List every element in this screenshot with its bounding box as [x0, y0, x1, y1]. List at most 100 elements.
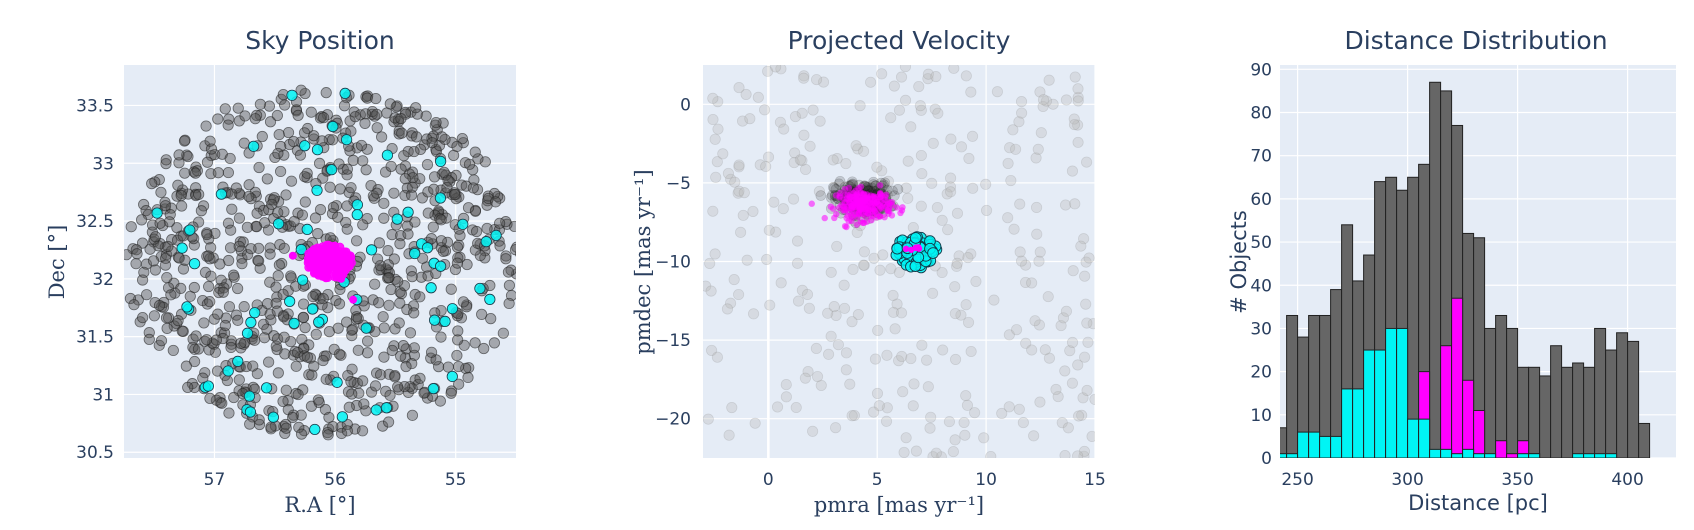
sky-field-point	[373, 237, 386, 249]
velocity-field-point	[900, 182, 912, 194]
velocity-field-point	[932, 107, 944, 119]
sky-field-point	[201, 228, 213, 241]
sky-field-point	[422, 207, 434, 219]
velocity-field-point	[825, 330, 837, 342]
sky-field-point	[270, 281, 282, 293]
sky-field-point	[179, 167, 191, 179]
velocity-field-point	[790, 401, 802, 414]
sky-field-point	[221, 374, 233, 387]
sky-magenta-point	[337, 274, 346, 283]
velocity-field-point	[838, 279, 850, 291]
velocity-field-point	[960, 299, 972, 311]
sky-field-point	[163, 216, 176, 228]
velocity-field-point	[1014, 246, 1026, 258]
velocity-field-point	[1068, 113, 1080, 125]
sky-field-point	[502, 266, 515, 278]
velocity-field-point	[1028, 430, 1040, 442]
sky-field-point	[514, 250, 516, 257]
sky-field-point	[312, 228, 324, 240]
sky-field-point	[236, 258, 248, 270]
sky-field-point	[230, 182, 242, 194]
distance-ytick-label: 50	[1250, 233, 1272, 253]
sky-field-point	[485, 313, 497, 325]
distance-magenta-bar	[1517, 440, 1530, 458]
sky-cyan-point	[457, 218, 469, 230]
velocity-field-point	[951, 207, 964, 219]
sky-field-point	[272, 207, 284, 219]
velocity-field-point	[1014, 198, 1026, 210]
sky-field-point	[278, 331, 290, 343]
velocity-magenta-point	[876, 182, 884, 189]
velocity-field-point	[1069, 198, 1081, 210]
sky-field-point	[412, 378, 424, 391]
sky-field-point	[173, 157, 185, 169]
velocity-field-point	[959, 429, 971, 441]
sky-field-point	[280, 418, 292, 431]
sky-field-point	[161, 272, 173, 284]
velocity-field-point	[949, 281, 961, 293]
sky-field-point	[232, 102, 244, 114]
velocity-field-point	[965, 248, 977, 260]
velocity-magenta-point	[836, 192, 843, 200]
sky-field-point	[130, 244, 142, 256]
velocity-field-point	[1050, 383, 1062, 396]
velocity-field-point	[722, 167, 734, 179]
distance-gray-bar	[1605, 349, 1618, 458]
sky-cyan-point	[434, 192, 447, 204]
velocity-magenta-point	[876, 194, 884, 201]
distance-gray-bar	[1539, 375, 1552, 458]
velocity-field-point	[728, 274, 740, 286]
sky-field-point	[469, 205, 482, 217]
velocity-field-point	[741, 254, 753, 266]
sky-field-point	[322, 429, 334, 441]
velocity-field-point	[1031, 228, 1043, 240]
velocity-xtick-label: 5	[872, 470, 883, 490]
sky-field-point	[223, 301, 236, 313]
velocity-field-point	[1082, 336, 1094, 348]
sky-field-point	[452, 325, 464, 337]
sky-field-point	[173, 149, 185, 161]
distance-ytick-label: 90	[1250, 60, 1272, 80]
sky-field-point	[418, 387, 430, 399]
distance-gray-bar	[1561, 366, 1574, 458]
sky-cyan-point	[202, 380, 214, 392]
sky-field-point	[444, 176, 456, 188]
velocity-field-point	[1017, 417, 1029, 429]
sky-field-point	[176, 200, 188, 212]
sky-field-point	[481, 222, 493, 235]
sky-field-point	[375, 369, 387, 381]
sky-field-point	[202, 250, 215, 262]
sky-field-point	[414, 291, 426, 303]
sky-field-point	[201, 334, 213, 346]
velocity-field-point	[949, 307, 961, 320]
sky-field-point	[333, 348, 346, 360]
sky-ytick-label: 33.5	[76, 96, 114, 116]
sky-field-point	[324, 181, 336, 193]
sky-field-point	[322, 288, 334, 301]
velocity-field-point	[1072, 95, 1084, 107]
velocity-field-point	[935, 451, 947, 458]
velocity-field-point	[709, 248, 721, 260]
sky-field-point	[278, 242, 290, 254]
sky-field-point	[338, 100, 351, 112]
sky-field-point	[193, 188, 205, 200]
velocity-field-point	[817, 76, 830, 88]
velocity-field-point	[1010, 143, 1022, 155]
sky-cyan-point	[222, 365, 234, 377]
sky-field-point	[294, 149, 307, 161]
sky-ytick-label: 32.5	[76, 212, 114, 232]
velocity-field-point	[787, 193, 800, 205]
velocity-field-point	[1062, 422, 1074, 434]
velocity-field-point	[762, 65, 774, 77]
sky-field-point	[292, 346, 304, 359]
velocity-magenta-point	[844, 212, 851, 219]
sky-cyan-point	[480, 236, 492, 248]
sky-field-point	[406, 166, 419, 178]
sky-field-point	[162, 282, 175, 294]
distance-cyan-bar	[1363, 349, 1376, 458]
velocity-field-point	[1079, 270, 1091, 282]
distance-cyan-bar	[1418, 418, 1431, 458]
sky-cyan-point	[301, 223, 313, 236]
sky-cyan-point	[402, 206, 414, 218]
velocity-field-point	[981, 204, 993, 216]
